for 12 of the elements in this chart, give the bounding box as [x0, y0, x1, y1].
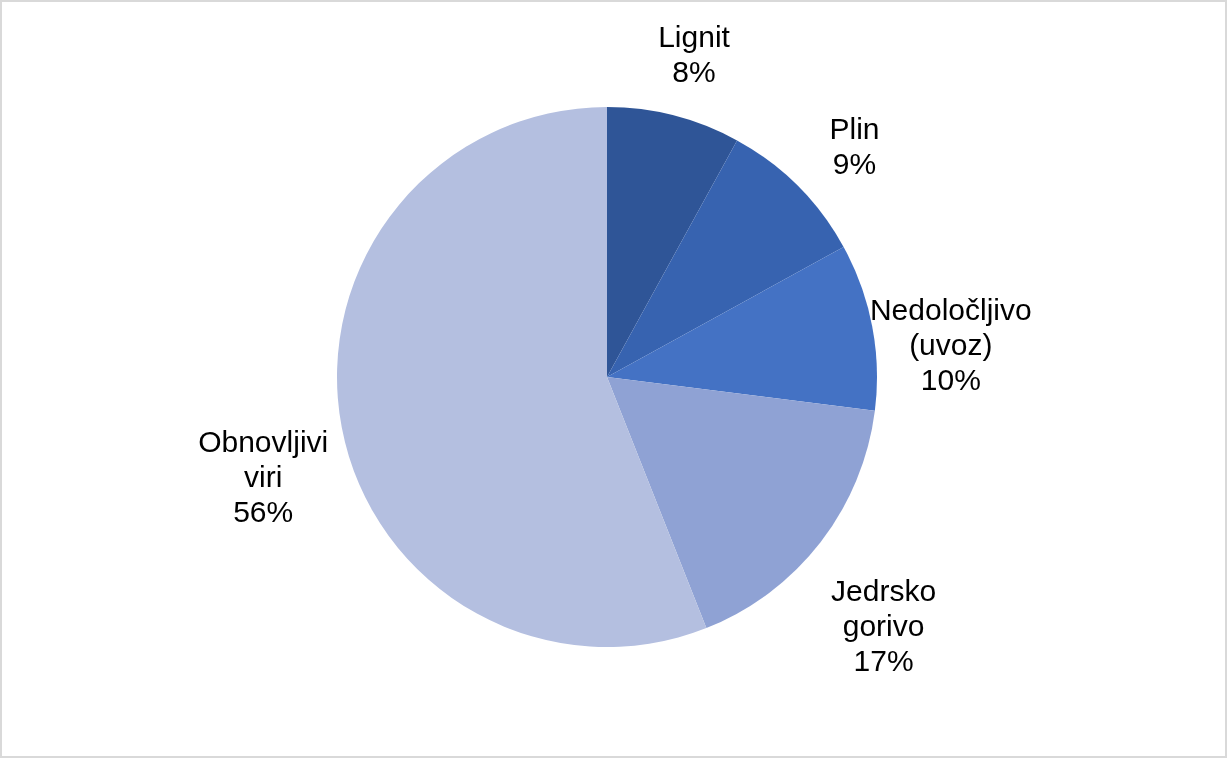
data-label: 17% — [853, 643, 914, 677]
slice-label: Nedoločljivo (uvoz) — [869, 293, 1032, 362]
pie-slice — [607, 107, 738, 377]
slice-label: Jedrsko gorivo — [831, 573, 937, 642]
slice-label: Plin — [829, 111, 880, 145]
data-label: 10% — [920, 363, 981, 397]
data-label: 56% — [233, 494, 294, 528]
data-label: 9% — [832, 146, 877, 180]
slice-label: Obnovljivi viri — [198, 424, 329, 493]
slice-label: Lignit — [658, 20, 731, 53]
data-label: 8% — [672, 55, 716, 88]
pie-slice — [337, 107, 707, 647]
